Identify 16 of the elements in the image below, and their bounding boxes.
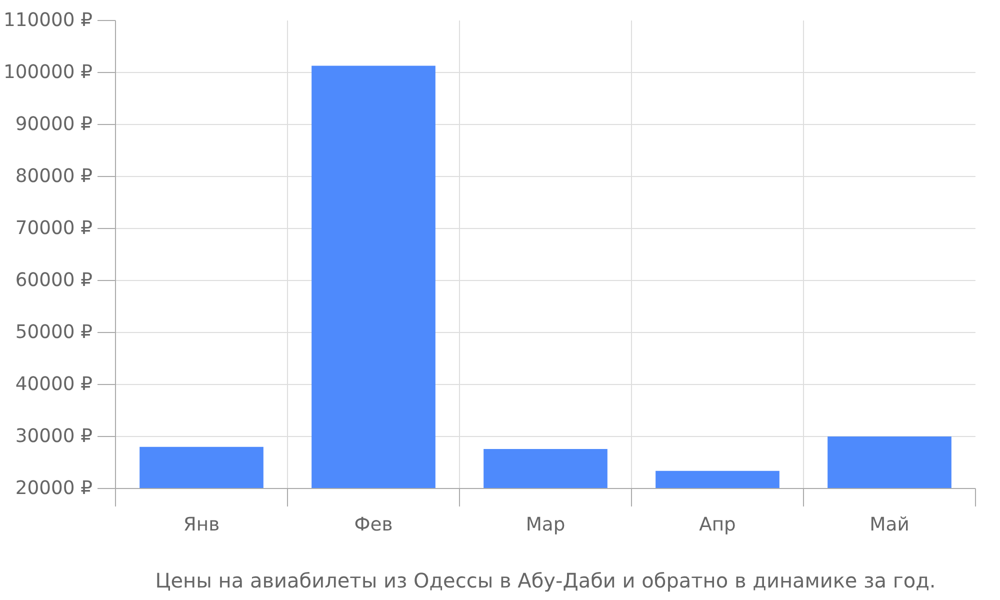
y-tick-label: 70000 ₽ [15, 218, 93, 239]
y-tick-label: 60000 ₽ [15, 270, 93, 291]
x-axis-title: Цены на авиабилеты из Одессы в Абу-Даби и обратно в динамике за год. [155, 568, 936, 592]
x-tick-label: Фев [354, 514, 393, 536]
x-tick-label: Янв [183, 514, 220, 536]
y-tick-label: 110000 ₽ [3, 10, 93, 31]
y-tick-label: 90000 ₽ [15, 114, 93, 135]
y-tick-label: 30000 ₽ [15, 426, 93, 447]
x-tick-label: Мар [526, 514, 566, 536]
y-tick-label: 20000 ₽ [15, 478, 93, 499]
x-tick-label: Май [870, 514, 910, 536]
y-tick-label: 50000 ₽ [15, 322, 93, 343]
y-tick-label: 100000 ₽ [3, 62, 93, 83]
y-tick-label: 40000 ₽ [15, 374, 93, 395]
y-tick-label: 80000 ₽ [15, 166, 93, 187]
x-tick-label: Апр [699, 514, 736, 536]
